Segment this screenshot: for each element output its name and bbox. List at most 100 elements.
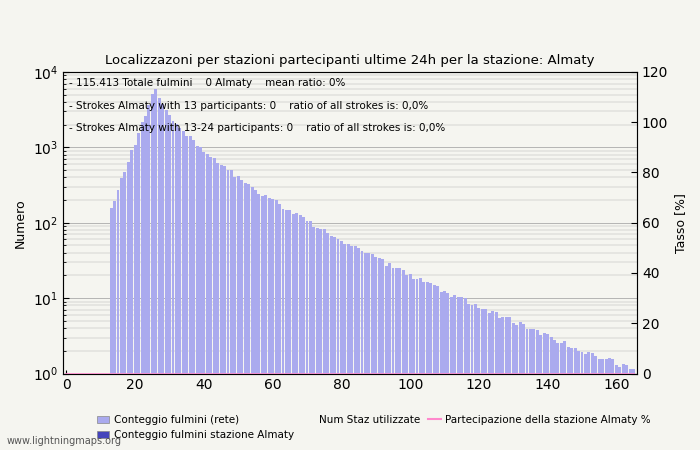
Bar <box>223 166 226 450</box>
Bar <box>422 282 426 450</box>
Bar <box>470 305 473 450</box>
Bar <box>515 324 518 450</box>
Bar <box>598 359 601 450</box>
Bar <box>433 284 435 450</box>
Bar <box>281 209 284 450</box>
Bar <box>251 187 253 450</box>
Bar <box>333 237 336 450</box>
Bar <box>491 311 494 450</box>
Bar <box>309 221 312 450</box>
Bar <box>501 317 505 450</box>
Bar <box>539 335 542 450</box>
Bar <box>344 244 346 450</box>
Bar <box>213 158 216 450</box>
Bar <box>316 228 318 450</box>
Bar <box>127 162 130 450</box>
Bar <box>271 199 274 450</box>
Bar <box>254 189 257 450</box>
Bar <box>443 292 446 450</box>
Bar <box>612 360 615 450</box>
Bar <box>484 309 487 450</box>
Bar <box>164 110 167 450</box>
Bar <box>374 257 377 450</box>
Title: Localizzazoni per stazioni partecipanti ultime 24h per la stazione: Almaty: Localizzazoni per stazioni partecipanti … <box>105 54 595 67</box>
Y-axis label: Tasso [%]: Tasso [%] <box>674 193 687 253</box>
Bar <box>168 116 171 450</box>
Bar <box>594 356 597 450</box>
Bar <box>134 145 136 450</box>
Bar <box>368 253 370 450</box>
Bar <box>350 246 354 450</box>
Bar <box>536 330 539 450</box>
Bar <box>402 270 405 450</box>
Bar <box>323 230 326 450</box>
Bar <box>354 246 356 450</box>
Bar <box>326 233 329 450</box>
Bar <box>481 310 484 450</box>
Bar <box>522 324 525 450</box>
Bar <box>340 241 343 450</box>
Bar <box>426 283 429 450</box>
Bar <box>295 213 298 450</box>
Bar <box>292 214 295 450</box>
Bar <box>560 342 563 450</box>
Bar <box>412 279 415 450</box>
Bar <box>388 263 391 450</box>
Bar <box>429 284 432 450</box>
Bar <box>113 201 116 450</box>
Bar <box>302 217 305 450</box>
Bar <box>533 329 536 450</box>
Bar <box>488 313 491 450</box>
Bar <box>137 133 140 450</box>
Bar <box>419 278 422 450</box>
Bar <box>550 337 552 450</box>
Bar <box>130 150 133 450</box>
Bar <box>148 105 150 450</box>
Bar <box>268 198 271 450</box>
Bar <box>505 317 508 450</box>
Bar <box>123 172 126 450</box>
Bar <box>625 365 628 450</box>
Bar <box>460 297 463 450</box>
Bar <box>577 351 580 450</box>
Bar <box>265 195 267 450</box>
Bar <box>141 122 144 450</box>
Legend: Conteggio fulmini (rete), Conteggio fulmini stazione Almaty, Num Staz utilizzate: Conteggio fulmini (rete), Conteggio fulm… <box>97 415 650 440</box>
Bar <box>529 329 532 450</box>
Bar <box>556 342 559 450</box>
Bar <box>618 367 622 450</box>
Bar <box>526 329 528 450</box>
Text: - Strokes Almaty with 13-24 participants: 0    ratio of all strokes is: 0,0%: - Strokes Almaty with 13-24 participants… <box>69 123 445 133</box>
Bar <box>330 236 332 450</box>
Bar <box>110 208 113 450</box>
Bar <box>391 268 394 450</box>
Bar <box>182 131 185 450</box>
Bar <box>202 152 205 450</box>
Bar <box>519 322 522 450</box>
Bar <box>395 268 398 450</box>
Bar <box>564 341 566 450</box>
Bar <box>601 359 604 450</box>
Bar <box>233 177 237 450</box>
Bar <box>158 99 161 450</box>
Bar <box>447 293 449 450</box>
Bar <box>416 279 419 450</box>
Bar <box>580 351 584 450</box>
Bar <box>405 275 408 450</box>
Bar <box>151 94 154 450</box>
Bar <box>227 171 230 450</box>
Bar <box>274 200 278 450</box>
Bar <box>467 304 470 450</box>
Bar <box>360 251 363 450</box>
Bar <box>542 333 546 450</box>
Bar <box>622 364 624 450</box>
Bar <box>477 308 480 450</box>
Bar <box>632 369 635 450</box>
Bar <box>508 317 511 450</box>
Bar <box>186 135 188 450</box>
Bar <box>591 353 594 450</box>
Bar <box>206 154 209 450</box>
Bar <box>337 239 340 450</box>
Text: - Strokes Almaty with 13 participants: 0    ratio of all strokes is: 0,0%: - Strokes Almaty with 13 participants: 0… <box>69 101 428 111</box>
Bar <box>195 146 199 450</box>
